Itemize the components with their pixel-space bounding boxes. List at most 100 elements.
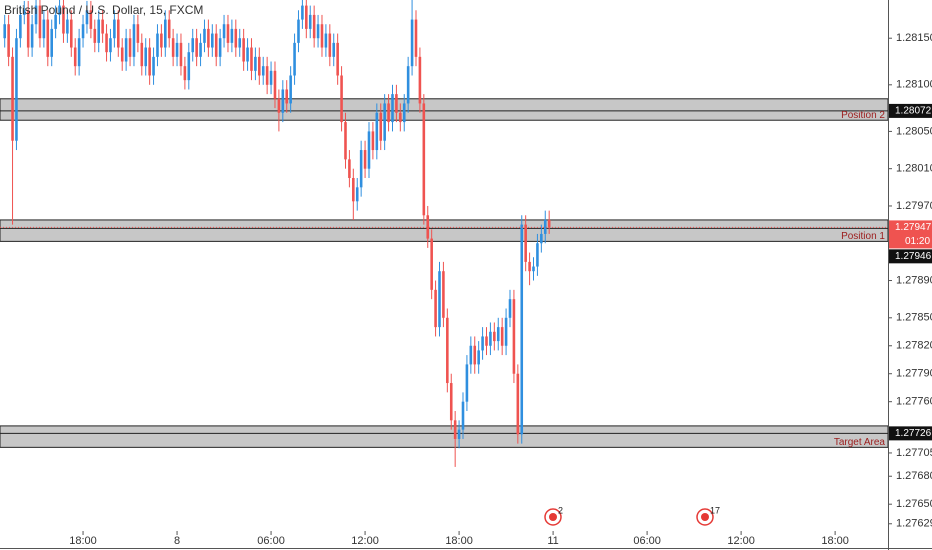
y-tick-label: 1.27680 [896,470,932,482]
candle-body [383,103,386,141]
candle-body [54,14,57,29]
candle-body [273,70,277,99]
zone [0,425,889,448]
y-tick-label: 1.27850 [896,312,932,324]
y-tick-label: 1.27705 [896,447,932,459]
candle-body [446,317,449,384]
candle-body [489,331,492,346]
y-tick-label: 1.27650 [896,498,932,510]
candle-body [363,150,367,169]
y-tick-label: 1.27760 [896,396,932,408]
candle-body [500,327,504,346]
candle-body [132,24,136,57]
candle-body [191,38,195,53]
candle-body [332,42,336,57]
candle-body [312,14,316,39]
candle-body [211,33,214,48]
candle-body [543,219,547,234]
candle-body [97,19,101,43]
candle-body [285,89,289,104]
candle-body [62,5,65,34]
y-tick-label: 1.28150 [896,32,932,44]
candle-body [426,215,430,239]
candle-body [38,5,42,39]
candle-body [496,327,500,342]
zone [0,98,889,121]
candle-body [50,28,53,57]
candle-body [442,271,445,318]
candle-body [265,66,269,85]
candle-body [128,38,132,57]
y-tick-label: 1.28010 [896,163,932,175]
candle-body [242,38,245,62]
candle-body [355,187,359,202]
candle-body [164,19,167,48]
candle-body [465,364,469,402]
zone-label: Position 2 [841,110,885,121]
candle-body [536,243,539,267]
candle-body [324,33,328,48]
candle-body [418,56,422,104]
level-tag [889,103,932,118]
candle-body [226,24,230,43]
candle-body [144,47,148,67]
candle-body [352,178,355,202]
candle-body [336,42,339,76]
axes: 1.28150 1.28100 1.28050 1.28010 1.27970 1.278… [69,32,932,547]
candle-body [512,299,516,374]
candle-body [34,5,38,25]
candle-body [113,19,116,39]
candle-body [297,19,300,43]
candle-body [528,261,531,272]
candle-body [15,38,18,141]
x-tick-label: 06:00 [257,535,285,547]
candle-body [348,159,351,179]
x-tick-label: 18:00 [445,535,473,547]
candle-body [183,66,187,81]
candle-body [301,5,304,20]
candle-body [117,19,120,48]
candle-body [160,33,163,48]
candle-body [289,75,292,104]
candle-body [540,233,543,244]
y-tick-label: 1.27629 [896,518,932,530]
candle-body [367,131,371,169]
price-axis-bg [889,0,932,531]
candle-body [461,401,465,430]
candle-body [438,271,441,328]
candle-body [207,28,210,48]
candle-body [344,122,347,160]
candle-body [46,19,50,57]
candle-body [93,28,97,43]
candle-body [89,10,93,29]
candle-body [414,19,418,57]
candle-body [493,331,496,342]
candle-body [504,317,508,346]
x-tick-label: 12:00 [351,535,379,547]
candle-body [261,66,265,76]
candle-body [469,345,473,365]
candle-body [281,89,285,113]
candle-body [254,56,257,71]
candle-body [19,14,22,39]
y-tick-label: 1.28050 [896,125,932,137]
candle-body [77,38,81,67]
candle-body [195,38,198,57]
event-marker-dot [701,513,709,521]
candle-body [30,24,34,48]
y-tick-label: 1.27790 [896,368,932,380]
candle-body [42,19,46,39]
candle-body [73,47,77,67]
candle-body [218,38,222,57]
candle-body [175,42,179,57]
candle-body [234,28,238,48]
candle-body [399,112,402,123]
candle-body [58,5,61,15]
candle-body [308,14,312,29]
chart-title: British Pound / U.S. Dollar, 15, FXCM [4,3,203,17]
candle-body [410,19,414,67]
candle-body [66,19,69,34]
candle-body [520,224,524,435]
candle-body [485,336,488,346]
candle-body [238,38,242,48]
